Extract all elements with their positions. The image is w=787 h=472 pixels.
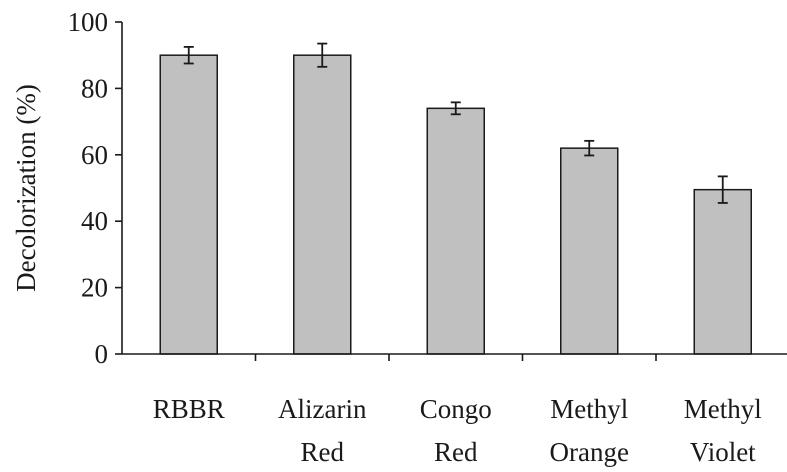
y-tick-label-20: 20: [81, 273, 108, 303]
x-tick-label-3-line-2: Red: [434, 437, 478, 467]
bar-1: [159, 54, 218, 355]
x-tick-label-5-line-2: Violet: [690, 437, 756, 467]
x-tick-label-2-line-2: Red: [301, 437, 345, 467]
bar-3: [426, 107, 485, 355]
y-tick-label-60: 60: [81, 140, 108, 170]
y-tick-label-40: 40: [81, 206, 108, 236]
x-tick-label-2-line-1: Alizarin: [278, 394, 367, 424]
bar-4: [560, 147, 619, 355]
y-tick-label-0: 0: [95, 339, 109, 369]
x-tick-label-5-line-1: Methyl: [684, 394, 762, 424]
y-tick-label-100: 100: [68, 7, 109, 37]
x-tick-label-4-line-1: Methyl: [550, 394, 628, 424]
y-axis-title: Decolorization (%): [11, 84, 41, 292]
bar-2: [293, 54, 352, 355]
x-tick-label-1-line-1: RBBR: [153, 394, 225, 424]
x-tick-label-4-line-2: Orange: [550, 437, 629, 467]
x-tick-label-3-line-1: Congo: [420, 394, 492, 424]
bar-5: [693, 188, 752, 355]
y-tick-label-80: 80: [81, 73, 108, 103]
